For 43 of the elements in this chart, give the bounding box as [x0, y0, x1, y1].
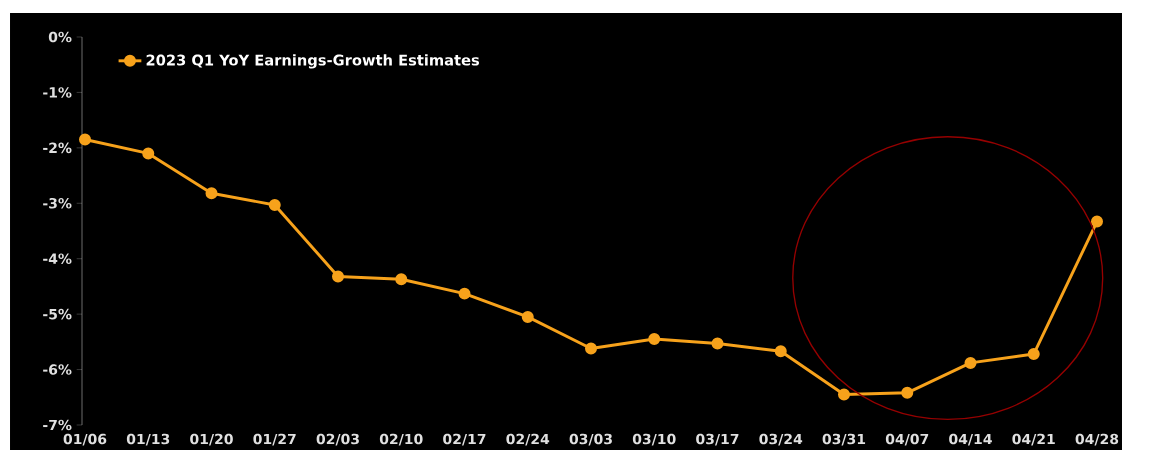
x-tick-label: 03/31	[822, 433, 866, 446]
x-tick-label: 01/27	[253, 433, 296, 446]
point	[332, 270, 345, 283]
x-tick-label: 01/13	[126, 433, 170, 446]
x-tick-label: 03/03	[569, 433, 612, 446]
point	[648, 333, 661, 346]
x-tick-label: 03/10	[632, 433, 676, 446]
point	[395, 273, 408, 286]
y-tick-label: -5%	[43, 308, 72, 320]
x-tick-label: 02/03	[316, 433, 359, 446]
x-tick-label: 02/10	[379, 433, 423, 446]
x-tick-label: 01/06	[63, 433, 107, 446]
point	[458, 287, 471, 300]
point	[521, 310, 534, 323]
y-tick-label: -3%	[43, 197, 72, 209]
x-tick-label: 04/21	[1012, 433, 1055, 446]
point	[1091, 215, 1103, 228]
point	[774, 345, 787, 358]
point	[711, 337, 724, 350]
x-tick-label: 03/17	[696, 433, 739, 446]
point	[964, 356, 977, 369]
x-tick-label: 01/20	[190, 433, 233, 446]
point	[268, 198, 281, 211]
legend-label: 2023 Q1 YoY Earnings-Growth Estimates	[146, 54, 480, 69]
x-tick-label: 02/17	[443, 433, 486, 446]
point	[1027, 348, 1040, 361]
x-tick-label: 03/24	[759, 433, 803, 446]
x-tick-label: 02/24	[506, 433, 550, 446]
point	[838, 388, 851, 401]
y-tick-label: 0%	[48, 31, 72, 43]
x-tick-label: 04/07	[885, 433, 929, 446]
point	[79, 133, 92, 146]
y-tick-label: -4%	[43, 253, 72, 264]
point	[142, 147, 155, 160]
x-tick-label: 04/14	[949, 433, 992, 446]
point	[585, 342, 598, 355]
point	[205, 187, 218, 200]
y-tick-label: -2%	[43, 142, 72, 154]
point	[901, 386, 914, 399]
y-tick-label: -1%	[43, 87, 72, 98]
y-tick-label: -6%	[43, 364, 72, 375]
x-tick-label: 04/28	[1075, 433, 1119, 446]
y-tick-label: -7%	[43, 419, 72, 431]
